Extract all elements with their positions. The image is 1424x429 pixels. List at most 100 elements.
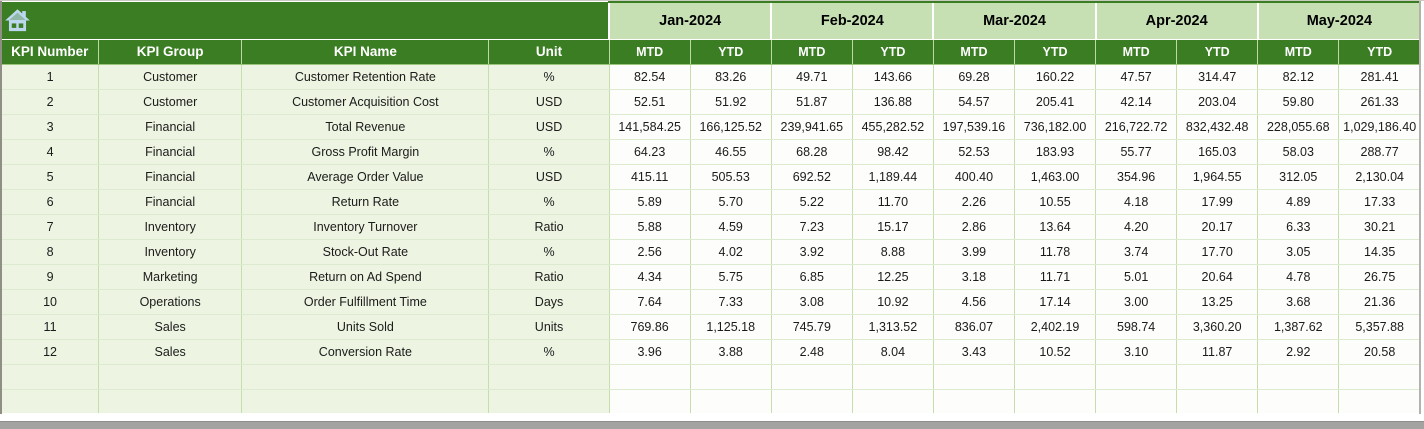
cell-empty[interactable] xyxy=(1338,389,1420,415)
cell-kpi-number[interactable]: 1 xyxy=(0,64,99,90)
cell-mar-2024-mtd[interactable]: 4.56 xyxy=(932,289,1015,315)
cell-apr-2024-mtd[interactable]: 55.77 xyxy=(1095,139,1177,165)
cell-apr-2024-ytd[interactable]: 17.99 xyxy=(1176,189,1258,215)
cell-mar-2024-ytd[interactable]: 13.64 xyxy=(1013,214,1096,240)
cell-kpi-group[interactable]: Financial xyxy=(98,164,242,190)
month-header-apr-2024[interactable]: Apr-2024 xyxy=(1094,1,1258,40)
cell-mar-2024-mtd[interactable]: 400.40 xyxy=(932,164,1015,190)
cell-empty[interactable] xyxy=(488,389,610,415)
cell-may-2024-ytd[interactable]: 21.36 xyxy=(1338,289,1420,315)
cell-kpi-number[interactable]: 9 xyxy=(0,264,99,290)
cell-mar-2024-mtd[interactable]: 52.53 xyxy=(932,139,1015,165)
cell-kpi-name[interactable]: Units Sold xyxy=(241,314,489,340)
cell-mar-2024-ytd[interactable]: 160.22 xyxy=(1013,64,1096,90)
subheader-feb-2024-ytd[interactable]: YTD xyxy=(851,39,934,65)
cell-may-2024-ytd[interactable]: 281.41 xyxy=(1338,64,1420,90)
cell-mar-2024-mtd[interactable]: 3.99 xyxy=(932,239,1015,265)
subheader-apr-2024-mtd[interactable]: MTD xyxy=(1095,39,1177,65)
cell-feb-2024-ytd[interactable]: 98.42 xyxy=(851,139,934,165)
cell-feb-2024-mtd[interactable]: 692.52 xyxy=(770,164,853,190)
cell-mar-2024-ytd[interactable]: 11.78 xyxy=(1013,239,1096,265)
cell-mar-2024-mtd[interactable]: 2.26 xyxy=(932,189,1015,215)
cell-kpi-name[interactable]: Inventory Turnover xyxy=(241,214,489,240)
cell-apr-2024-ytd[interactable]: 314.47 xyxy=(1176,64,1258,90)
subheader-may-2024-mtd[interactable]: MTD xyxy=(1257,39,1339,65)
cell-kpi-group[interactable]: Financial xyxy=(98,139,242,165)
cell-kpi-number[interactable]: 5 xyxy=(0,164,99,190)
cell-unit[interactable]: USD xyxy=(488,164,610,190)
cell-may-2024-mtd[interactable]: 228,055.68 xyxy=(1257,114,1339,140)
cell-apr-2024-mtd[interactable]: 4.20 xyxy=(1095,214,1177,240)
cell-unit[interactable]: Days xyxy=(488,289,610,315)
cell-empty[interactable] xyxy=(1176,364,1258,390)
col-header-kpi-group[interactable]: KPI Group xyxy=(98,39,242,65)
cell-mar-2024-mtd[interactable]: 2.86 xyxy=(932,214,1015,240)
cell-empty[interactable] xyxy=(0,389,99,415)
cell-empty[interactable] xyxy=(932,364,1015,390)
cell-feb-2024-mtd[interactable]: 2.48 xyxy=(770,339,853,365)
cell-kpi-number[interactable]: 7 xyxy=(0,214,99,240)
cell-unit[interactable]: USD xyxy=(488,89,610,115)
cell-mar-2024-ytd[interactable]: 736,182.00 xyxy=(1013,114,1096,140)
cell-mar-2024-mtd[interactable]: 3.18 xyxy=(932,264,1015,290)
cell-feb-2024-mtd[interactable]: 239,941.65 xyxy=(770,114,853,140)
cell-kpi-name[interactable]: Conversion Rate xyxy=(241,339,489,365)
cell-jan-2024-ytd[interactable]: 51.92 xyxy=(689,89,772,115)
cell-kpi-number[interactable]: 2 xyxy=(0,89,99,115)
cell-kpi-number[interactable]: 12 xyxy=(0,339,99,365)
cell-empty[interactable] xyxy=(770,389,853,415)
cell-mar-2024-ytd[interactable]: 1,463.00 xyxy=(1013,164,1096,190)
cell-apr-2024-ytd[interactable]: 20.64 xyxy=(1176,264,1258,290)
cell-mar-2024-ytd[interactable]: 11.71 xyxy=(1013,264,1096,290)
cell-apr-2024-ytd[interactable]: 203.04 xyxy=(1176,89,1258,115)
cell-feb-2024-ytd[interactable]: 143.66 xyxy=(851,64,934,90)
cell-may-2024-ytd[interactable]: 1,029,186.40 xyxy=(1338,114,1420,140)
cell-empty[interactable] xyxy=(0,364,99,390)
cell-empty[interactable] xyxy=(98,364,242,390)
cell-jan-2024-ytd[interactable]: 1,125.18 xyxy=(689,314,772,340)
cell-apr-2024-ytd[interactable]: 11.87 xyxy=(1176,339,1258,365)
cell-may-2024-mtd[interactable]: 6.33 xyxy=(1257,214,1339,240)
cell-feb-2024-ytd[interactable]: 12.25 xyxy=(851,264,934,290)
cell-empty[interactable] xyxy=(608,364,691,390)
cell-jan-2024-mtd[interactable]: 4.34 xyxy=(608,264,691,290)
cell-feb-2024-mtd[interactable]: 3.08 xyxy=(770,289,853,315)
cell-empty[interactable] xyxy=(608,389,691,415)
cell-feb-2024-mtd[interactable]: 6.85 xyxy=(770,264,853,290)
cell-feb-2024-ytd[interactable]: 1,313.52 xyxy=(851,314,934,340)
cell-jan-2024-mtd[interactable]: 141,584.25 xyxy=(608,114,691,140)
col-header-unit[interactable]: Unit xyxy=(488,39,610,65)
month-header-may-2024[interactable]: May-2024 xyxy=(1256,1,1420,40)
cell-unit[interactable]: Units xyxy=(488,314,610,340)
cell-empty[interactable] xyxy=(488,364,610,390)
cell-kpi-group[interactable]: Customer xyxy=(98,89,242,115)
cell-jan-2024-mtd[interactable]: 7.64 xyxy=(608,289,691,315)
cell-empty[interactable] xyxy=(1013,389,1096,415)
cell-empty[interactable] xyxy=(98,389,242,415)
cell-may-2024-mtd[interactable]: 82.12 xyxy=(1257,64,1339,90)
cell-empty[interactable] xyxy=(851,364,934,390)
cell-apr-2024-ytd[interactable]: 3,360.20 xyxy=(1176,314,1258,340)
cell-unit[interactable]: USD xyxy=(488,114,610,140)
cell-empty[interactable] xyxy=(1257,389,1339,415)
cell-feb-2024-mtd[interactable]: 3.92 xyxy=(770,239,853,265)
cell-may-2024-ytd[interactable]: 2,130.04 xyxy=(1338,164,1420,190)
cell-kpi-name[interactable]: Average Order Value xyxy=(241,164,489,190)
cell-empty[interactable] xyxy=(241,389,489,415)
cell-mar-2024-mtd[interactable]: 69.28 xyxy=(932,64,1015,90)
cell-may-2024-ytd[interactable]: 30.21 xyxy=(1338,214,1420,240)
cell-jan-2024-ytd[interactable]: 7.33 xyxy=(689,289,772,315)
cell-kpi-name[interactable]: Stock-Out Rate xyxy=(241,239,489,265)
cell-mar-2024-mtd[interactable]: 836.07 xyxy=(932,314,1015,340)
cell-feb-2024-ytd[interactable]: 455,282.52 xyxy=(851,114,934,140)
cell-feb-2024-mtd[interactable]: 51.87 xyxy=(770,89,853,115)
cell-kpi-number[interactable]: 11 xyxy=(0,314,99,340)
cell-jan-2024-ytd[interactable]: 4.02 xyxy=(689,239,772,265)
cell-may-2024-ytd[interactable]: 14.35 xyxy=(1338,239,1420,265)
horizontal-scrollbar[interactable] xyxy=(0,421,1424,429)
cell-mar-2024-mtd[interactable]: 197,539.16 xyxy=(932,114,1015,140)
col-header-kpi-number[interactable]: KPI Number xyxy=(1,39,99,65)
subheader-jan-2024-ytd[interactable]: YTD xyxy=(689,39,772,65)
month-header-jan-2024[interactable]: Jan-2024 xyxy=(608,1,772,40)
cell-apr-2024-mtd[interactable]: 5.01 xyxy=(1095,264,1177,290)
